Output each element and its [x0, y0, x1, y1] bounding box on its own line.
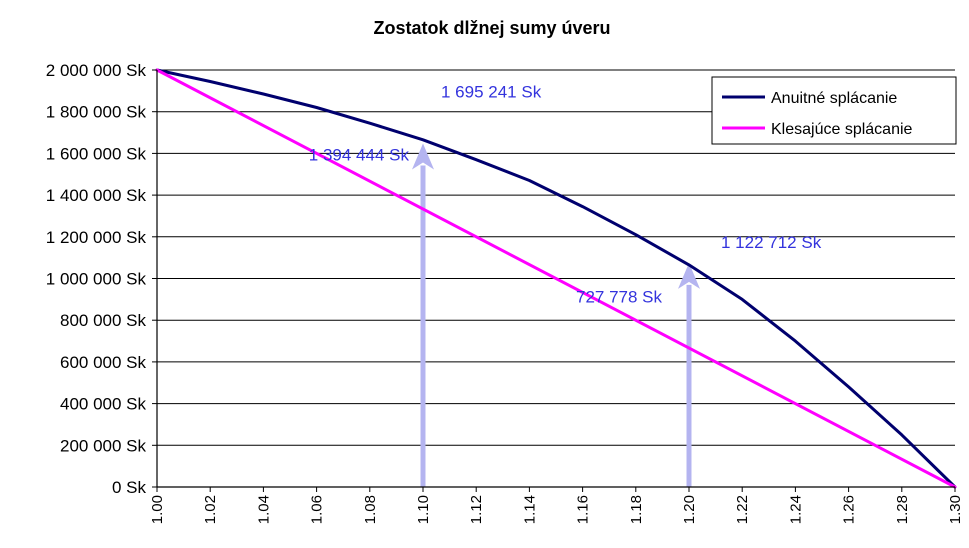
series-line-1 — [155, 68, 957, 489]
annotation-label: 1 394 444 Sk — [309, 145, 410, 164]
y-tick-label: 400 000 Sk — [60, 395, 147, 414]
y-tick-label: 1 200 000 Sk — [46, 228, 147, 247]
y-tick-label: 1 000 000 Sk — [46, 270, 147, 289]
y-axis-tick-labels: 0 Sk 200 000 Sk 400 000 Sk 600 000 Sk 800 00… — [46, 61, 147, 497]
x-tick-label: 1.10 — [415, 495, 432, 524]
x-tick-label: 1.00 — [149, 495, 166, 524]
x-tick-label: 1.26 — [841, 495, 858, 524]
y-tick-label: 0 Sk — [112, 478, 147, 497]
x-tick-label: 1.06 — [309, 495, 326, 524]
annotation-label: 727 778 Sk — [576, 287, 663, 306]
x-tick-label: 1.16 — [575, 495, 592, 524]
series-line-2 — [155, 68, 957, 489]
chart-title: Zostatok dlžnej sumy úveru — [373, 18, 610, 38]
y-tick-label: 1 600 000 Sk — [46, 144, 147, 163]
x-tick-label: 1.12 — [468, 495, 485, 524]
x-tick-label: 1.22 — [734, 495, 751, 524]
legend-box — [711, 76, 957, 145]
y-tick-label: 800 000 Sk — [60, 311, 147, 330]
x-tick-label: 1.28 — [894, 495, 911, 524]
x-tick-label: 1.04 — [255, 495, 272, 524]
y-tick-label: 1 800 000 Sk — [46, 103, 147, 122]
annotation-labels: 1 695 241 Sk 1 394 444 Sk 1 122 712 Sk 727 … — [309, 83, 822, 307]
legend-label-1: Anuitné splácanie — [771, 90, 897, 107]
annotation-arrows — [412, 143, 700, 487]
y-tick-label: 2 000 000 Sk — [46, 61, 147, 80]
annotation-label: 1 122 712 Sk — [721, 233, 822, 252]
y-tick-label: 1 400 000 Sk — [46, 186, 147, 205]
x-tick-label: 1.08 — [362, 495, 379, 524]
axes — [152, 69, 956, 492]
legend-label-2: Klesajúce splácanie — [771, 121, 913, 138]
y-tick-label: 600 000 Sk — [60, 353, 147, 372]
x-tick-label: 1.20 — [681, 495, 698, 524]
x-axis-tick-labels: 1.00 1.02 1.04 1.06 1.08 1.10 1.12 1.14 1.16 1.18… — [149, 495, 964, 524]
x-tick-label: 1.18 — [628, 495, 645, 524]
x-tick-label: 1.14 — [521, 495, 538, 524]
series-lines — [155, 68, 957, 489]
annotation-label: 1 695 241 Sk — [441, 83, 542, 102]
x-tick-label: 1.30 — [947, 495, 964, 524]
legend: Anuitné splácanie Klesajúce splácanie — [711, 76, 957, 145]
annotation-arrow-head — [678, 262, 700, 289]
y-tick-label: 200 000 Sk — [60, 436, 147, 455]
x-tick-label: 1.24 — [787, 495, 804, 524]
annotation-arrow-head — [412, 143, 434, 170]
x-tick-label: 1.02 — [202, 495, 219, 524]
